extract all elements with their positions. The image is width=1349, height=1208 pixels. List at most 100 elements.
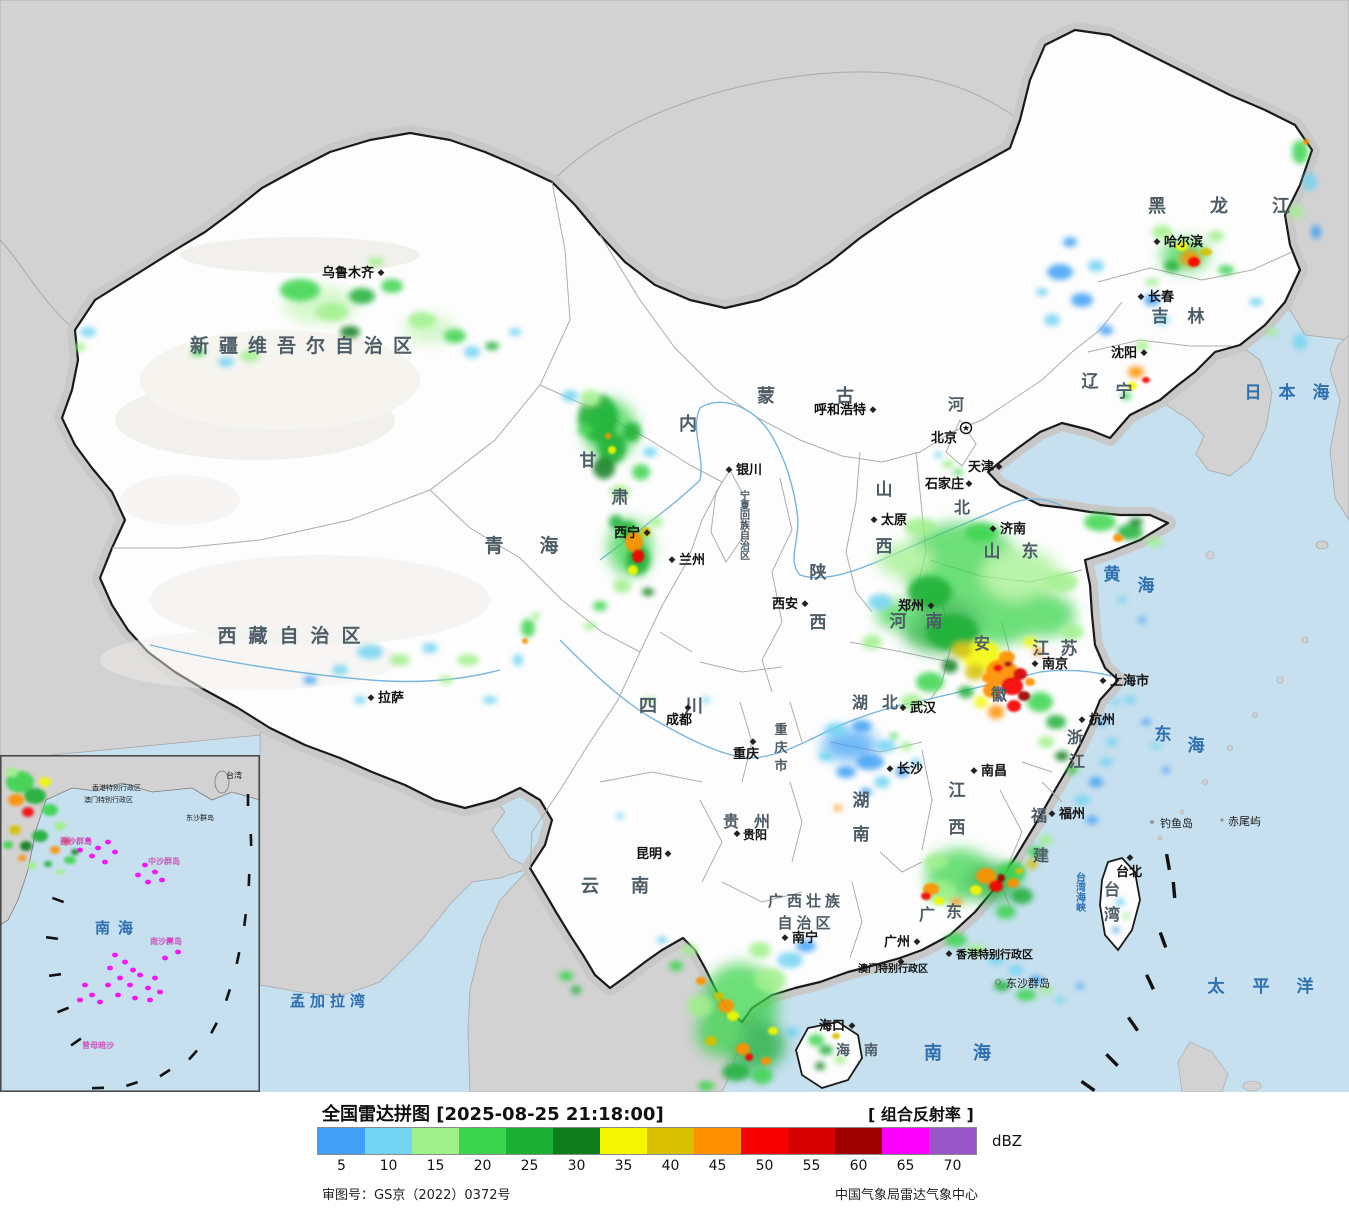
city: ★ 北京 [931,421,973,446]
echo-blob [1015,868,1023,874]
city: ◆乌鲁木齐 [322,265,385,281]
echo-blob [609,515,623,529]
echo-blob [578,424,592,436]
legend-swatch [788,1128,835,1154]
city: ◆ 济南 [990,521,1026,537]
echo-blob [1027,692,1053,712]
echo-blob [625,532,643,552]
echo-blob [439,676,453,684]
city-label: 贵阳 [743,827,767,842]
legend-tick: 60 [849,1158,868,1174]
maritime-boundary-dashes [1080,853,1177,1092]
legend-swatch [365,1128,412,1154]
echo-blob [1122,913,1130,919]
echo-blob [1115,898,1125,906]
echo-blob [562,390,578,402]
echo-blob [1076,983,1084,989]
echo-blob [571,986,581,994]
city-label: 海口 [819,1018,845,1034]
echo-blob [623,422,641,442]
legend-unit: dBZ [992,1132,1023,1150]
echo-blob [645,697,655,703]
echo-blob [1289,205,1303,219]
island-label: 东沙群岛 [186,813,214,822]
echo-blob [988,705,1004,719]
province-label: 肃 [612,488,629,508]
echo-dot [145,879,151,885]
echo-dot [162,955,168,961]
echo-dot [89,992,95,998]
echo-blob [1138,617,1146,623]
echo-blob [1142,377,1150,383]
echo-blob [9,825,21,835]
city-label: 南宁 [792,930,818,946]
city-marker-icon: ◆ [966,479,973,489]
echo-blob [584,622,596,630]
echo-blob [1249,298,1263,306]
echo-blob [22,807,34,817]
echo-blob [332,665,348,675]
echo-blob [1066,766,1078,774]
sea-label: 台湾海峡 [1074,871,1086,913]
legend-swatch [506,1128,553,1154]
china-radar-map: 新疆维吾尔自治区西藏自治区青 海甘肃内蒙 古黑龙江吉 林辽 宁河北山西山东河 南陕西江 苏安… [0,0,1349,1092]
echo-blob [1117,597,1127,603]
province-label: 江 [1069,752,1085,771]
inset-echo-dots [77,837,181,1005]
city-markers: ◆乌鲁木齐◆呼和浩特★北京◆天津◆石家庄◆ 太原◆ 济南◆沈阳◆ 长春◆ 哈尔滨◆ 银川◆… [322,234,1203,1034]
province-label: 林 [1188,306,1205,327]
echo-blob [768,1027,778,1035]
echo-blob [982,673,994,683]
province-label: 内 [679,413,697,435]
city: ◆ 海口 [819,1018,856,1034]
city-label: 上海市 [1110,673,1149,689]
island-label: 香港特别行政区 [92,783,141,792]
province-label: 西 [876,537,893,557]
legend-tick: 70 [943,1158,962,1174]
city-label: 银川 [736,462,762,478]
sea-label: 海 [1138,575,1155,596]
city-marker-icon: ◆ [734,829,741,839]
echo-blob [71,849,79,855]
legend-tick: 45 [708,1158,727,1174]
province-label: 龙 [1210,195,1228,217]
echo-blob [982,549,1058,601]
city-marker-icon: ◆ [368,693,375,703]
echo-blob [522,638,528,644]
province-label: 广 [919,905,935,924]
echo-blob [911,758,921,766]
city-label: 广州 [884,934,910,950]
echo-blob [80,327,96,337]
echo-blob [1004,661,1012,667]
city-marker-icon: ◆ [990,524,997,534]
city-marker-icon: ◆ [849,1021,856,1031]
city: ◆天津 [968,459,1003,475]
city: ◆ 西宁 [614,525,651,541]
province-label: 建 [1033,846,1049,865]
province-label: 河 [890,612,907,632]
province-label: 南 [926,611,943,632]
province-label: 甘 [580,450,597,471]
city-label: 济南 [1000,521,1026,537]
echo-blob [1008,965,1024,975]
echo-dot [112,952,118,958]
echo-blob [736,1043,750,1055]
echo-blob [390,654,410,666]
city: ◆重庆 [733,737,759,762]
echo-blob [240,350,260,362]
city: ◆ 福州 [1049,806,1085,822]
city: ◆ 沈阳 [1111,345,1148,361]
province-label: 海 [836,1042,850,1059]
province-label: 南 [864,1042,878,1059]
echo-blob [890,733,898,739]
echo-blob [988,955,1004,965]
echo-dot [82,982,88,988]
province-label: 西 [949,818,966,838]
city-marker-icon: ◆ [669,555,676,565]
echo-blob [832,1033,840,1039]
city: ◆ 哈尔滨 [1154,234,1203,250]
echo-blob [50,846,60,854]
boundary-dash [159,1068,171,1078]
city-label: 南京 [1042,656,1068,672]
echo-blob [785,1027,799,1037]
